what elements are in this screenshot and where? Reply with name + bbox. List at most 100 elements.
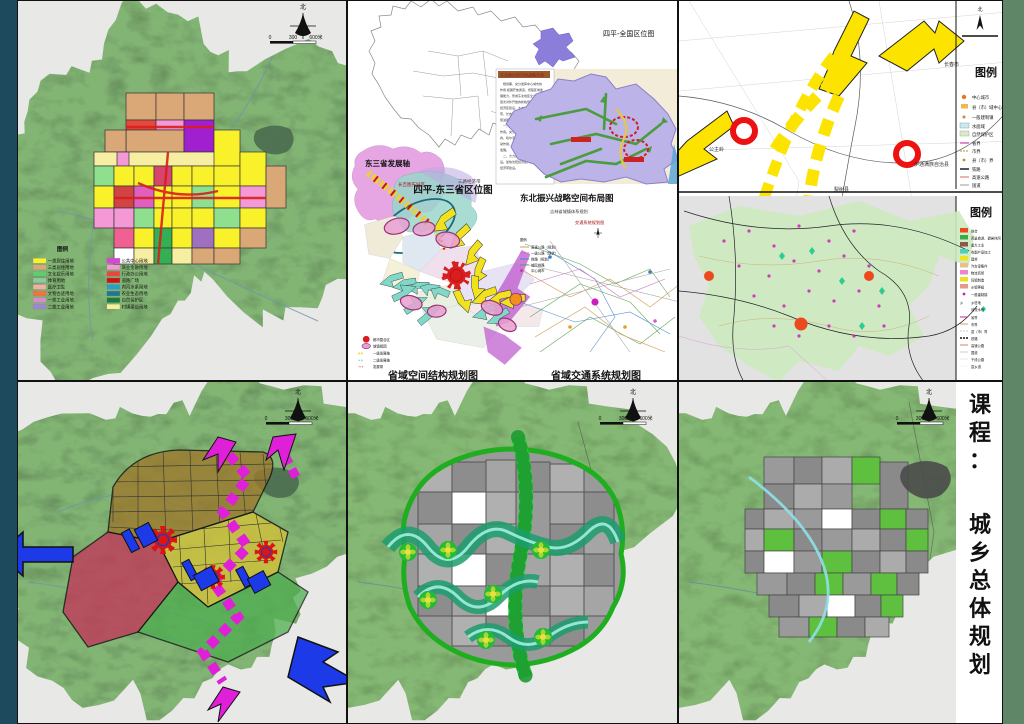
svg-text:300: 300 <box>916 416 925 422</box>
svg-text:农业生态用地: 农业生态用地 <box>122 290 149 297</box>
svg-text:0: 0 <box>896 416 899 422</box>
svg-text:东北振兴的空间战略布局: 东北振兴的空间战略布局 <box>500 72 544 78</box>
svg-text:600米: 600米 <box>936 415 949 422</box>
svg-text:文化娱乐用地: 文化娱乐用地 <box>48 270 75 277</box>
svg-text:铁路（规划）: 铁路（规划） <box>531 257 551 262</box>
svg-text:四平-东三省区位图: 四平-东三省区位图 <box>413 184 492 196</box>
svg-text:总: 总 <box>969 568 991 593</box>
svg-text:内河水系用地: 内河水系用地 <box>122 284 149 291</box>
svg-text:省界: 省界 <box>971 315 978 320</box>
svg-text:北: 北 <box>630 388 636 396</box>
svg-text:干线公路: 干线公路 <box>971 357 985 362</box>
svg-text:四平-全国区位图: 四平-全国区位图 <box>603 29 654 38</box>
svg-text:高速公路: 高速公路 <box>972 174 990 181</box>
svg-text:0: 0 <box>269 35 272 41</box>
svg-text:600米: 600米 <box>309 34 322 41</box>
svg-text:城镇组团: 城镇组团 <box>373 344 387 349</box>
svg-text:东北振兴战略空间布局图: 东北振兴战略空间布局图 <box>520 193 614 203</box>
svg-text:划: 划 <box>969 652 991 677</box>
svg-text:乡驻地: 乡驻地 <box>971 300 982 305</box>
svg-text:河流水系: 河流水系 <box>971 307 985 312</box>
svg-text:县（市）域中心城镇: 县（市）域中心城镇 <box>972 104 1003 111</box>
svg-text:作用,拓展开放通道，增强区域发: 作用,拓展开放通道，增强区域发 <box>500 87 543 92</box>
svg-text:乡镇等级: 乡镇等级 <box>971 285 985 290</box>
svg-text:图例: 图例 <box>970 205 992 219</box>
svg-text:课: 课 <box>969 392 992 417</box>
svg-text:道路广场: 道路广场 <box>122 277 140 284</box>
svg-text:交通系统规划图: 交通系统规划图 <box>575 219 604 226</box>
svg-text:吉林省城镇体系规划: 吉林省城镇体系规划 <box>550 208 588 215</box>
svg-text:重大工业: 重大工业 <box>971 243 985 248</box>
svg-text:⇢⇢: ⇢⇢ <box>358 365 364 369</box>
svg-text:省域空间结构规划图: 省域空间结构规划图 <box>387 369 478 381</box>
svg-text:300: 300 <box>285 416 294 422</box>
svg-text:东三省发展轴: 东三省发展轴 <box>365 158 410 168</box>
svg-text:长春市: 长春市 <box>944 61 959 68</box>
svg-text:三路经济带: 三路经济带 <box>458 178 481 185</box>
svg-text:公主岭: 公主岭 <box>709 146 724 153</box>
svg-text:北: 北 <box>300 3 306 11</box>
svg-text:医疗卫生: 医疗卫生 <box>48 284 66 291</box>
svg-text:0: 0 <box>265 416 268 422</box>
svg-text:➤➤: ➤➤ <box>358 358 364 362</box>
svg-text:都市整合区: 都市整合区 <box>373 337 391 342</box>
svg-text:中心城市: 中心城市 <box>531 268 545 273</box>
svg-text:农副产品加工: 农副产品加工 <box>971 250 991 255</box>
svg-text:铁合: 铁合 <box>971 229 978 234</box>
svg-text:中心城市: 中心城市 <box>972 94 990 101</box>
svg-text:0: 0 <box>599 416 602 422</box>
svg-text:风景旅游、避暑休闲: 风景旅游、避暑休闲 <box>971 236 1001 241</box>
svg-text:县（市）界: 县（市）界 <box>972 157 994 164</box>
svg-text:图例: 图例 <box>57 245 69 253</box>
svg-text:经济带建设。: 经济带建设。 <box>500 165 518 170</box>
svg-text:县乡道: 县乡道 <box>971 364 982 369</box>
svg-text:国道: 国道 <box>971 350 978 355</box>
svg-text:铁路: 铁路 <box>971 336 978 341</box>
svg-text:市界: 市界 <box>971 322 978 327</box>
svg-text:➤➤: ➤➤ <box>358 352 364 356</box>
svg-text:规划期，充分发挥中心城市的: 规划期，充分发挥中心城市的 <box>500 81 542 86</box>
svg-text:600米: 600米 <box>305 415 318 422</box>
svg-text:物流商贸: 物流商贸 <box>971 271 985 276</box>
svg-text:高速公路: 高速公路 <box>971 343 985 348</box>
svg-text:高速公路（规划）: 高速公路（规划） <box>531 245 558 250</box>
svg-text:300: 300 <box>619 416 628 422</box>
svg-text:铁路: 铁路 <box>972 166 981 173</box>
svg-text:一类工业用地: 一类工业用地 <box>48 297 75 304</box>
svg-text:国道: 国道 <box>972 182 981 189</box>
svg-text:市界: 市界 <box>972 148 981 155</box>
svg-text:一级发展轴: 一级发展轴 <box>373 351 391 356</box>
svg-text:县（市）界: 县（市）界 <box>971 329 988 334</box>
svg-text:体育用地: 体育用地 <box>48 277 66 284</box>
svg-text:一级公路（现状）: 一级公路（现状） <box>531 251 558 256</box>
svg-text:旺镇制造: 旺镇制造 <box>971 278 985 283</box>
svg-text:汽车零集件: 汽车零集件 <box>971 264 988 269</box>
svg-text:乡: 乡 <box>960 301 963 305</box>
svg-text:公共中心用地: 公共中心用地 <box>122 257 149 264</box>
svg-text:二类工业用地: 二类工业用地 <box>48 303 75 310</box>
svg-text:北: 北 <box>926 388 932 396</box>
svg-text:600米: 600米 <box>639 415 652 422</box>
svg-text:建材: 建材 <box>971 257 978 262</box>
svg-text:北: 北 <box>295 388 301 396</box>
svg-text:商业金融用地: 商业金融用地 <box>122 264 149 271</box>
svg-text:三类居住用地: 三类居住用地 <box>48 264 75 271</box>
svg-text:图例: 图例 <box>975 65 997 79</box>
svg-text:水面域: 水面域 <box>972 123 986 130</box>
svg-text:省域交通系统规划图: 省域交通系统规划图 <box>550 369 641 381</box>
svg-text:程: 程 <box>969 420 991 445</box>
svg-text:自然保护区: 自然保护区 <box>972 131 994 138</box>
svg-text:文物古迹用地: 文物古迹用地 <box>48 290 75 297</box>
svg-text:北: 北 <box>977 6 982 13</box>
svg-text:体: 体 <box>969 596 992 621</box>
svg-text:300: 300 <box>289 35 298 41</box>
svg-text:伊通满族自治县: 伊通满族自治县 <box>914 161 949 168</box>
svg-text:：: ： <box>969 448 991 473</box>
svg-text:发展带: 发展带 <box>373 364 384 369</box>
svg-text:一般建制镇: 一般建制镇 <box>971 292 988 297</box>
svg-text:一类居住用地: 一类居住用地 <box>48 257 75 264</box>
svg-text:图例: 图例 <box>520 237 527 242</box>
svg-text:乡: 乡 <box>969 540 991 565</box>
svg-text:行政办公用地: 行政办公用地 <box>122 270 149 277</box>
svg-text:村镇建设用地: 村镇建设用地 <box>122 303 149 310</box>
